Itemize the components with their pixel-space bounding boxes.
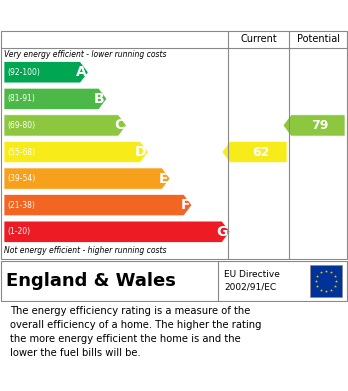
Text: (21-38): (21-38) xyxy=(7,201,35,210)
Text: 2002/91/EC: 2002/91/EC xyxy=(224,283,276,292)
Text: (92-100): (92-100) xyxy=(7,68,40,77)
Polygon shape xyxy=(283,115,345,136)
Polygon shape xyxy=(4,115,126,136)
Text: Current: Current xyxy=(240,34,277,44)
Bar xyxy=(310,265,342,297)
Text: Not energy efficient - higher running costs: Not energy efficient - higher running co… xyxy=(4,246,166,255)
Text: 79: 79 xyxy=(311,119,329,132)
Text: G: G xyxy=(216,225,228,239)
Text: B: B xyxy=(94,92,105,106)
Text: EU Directive: EU Directive xyxy=(224,270,280,279)
Text: The energy efficiency rating is a measure of the
overall efficiency of a home. T: The energy efficiency rating is a measur… xyxy=(10,307,262,359)
Polygon shape xyxy=(4,221,230,242)
Text: Very energy efficient - lower running costs: Very energy efficient - lower running co… xyxy=(4,50,166,59)
Text: (1-20): (1-20) xyxy=(7,227,30,236)
Text: 62: 62 xyxy=(252,145,269,158)
Polygon shape xyxy=(4,88,107,109)
Text: (69-80): (69-80) xyxy=(7,121,35,130)
Text: Energy Efficiency Rating: Energy Efficiency Rating xyxy=(10,7,213,23)
Text: Potential: Potential xyxy=(297,34,340,44)
Text: (81-91): (81-91) xyxy=(7,94,35,103)
Text: F: F xyxy=(180,198,190,212)
Polygon shape xyxy=(4,142,148,163)
Text: C: C xyxy=(114,118,125,133)
Text: (55-68): (55-68) xyxy=(7,147,35,156)
Text: E: E xyxy=(159,172,168,186)
Polygon shape xyxy=(4,194,192,216)
Polygon shape xyxy=(222,142,287,163)
Text: England & Wales: England & Wales xyxy=(6,272,176,290)
Text: D: D xyxy=(135,145,146,159)
Polygon shape xyxy=(4,168,170,189)
Polygon shape xyxy=(4,62,88,83)
Text: A: A xyxy=(76,65,86,79)
Text: (39-54): (39-54) xyxy=(7,174,35,183)
